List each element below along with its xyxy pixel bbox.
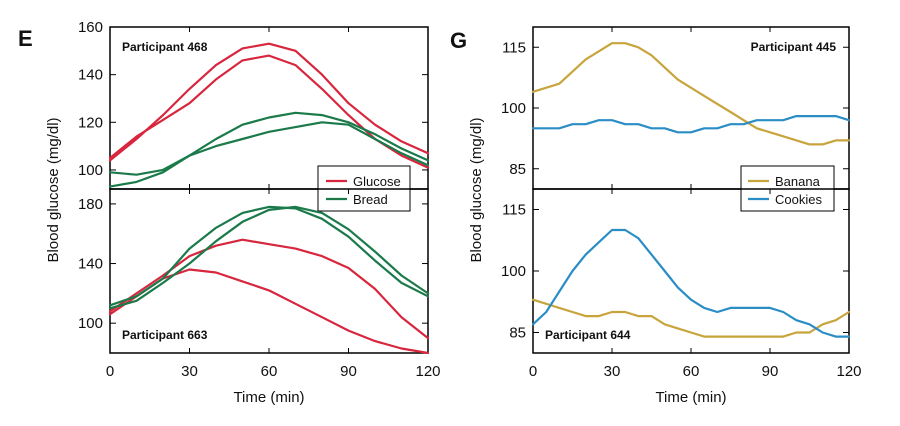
panel-letter-g: G xyxy=(450,28,467,53)
panel-g-bottom-subplot: 85 100 115 Participant 644 xyxy=(501,188,851,354)
xtick-label-0: 0 xyxy=(106,363,114,380)
series-banana-1 xyxy=(531,298,851,338)
participant-445-label: Participant 445 xyxy=(751,40,837,54)
panel-g-bottom-series xyxy=(531,228,851,338)
series-cookies-2 xyxy=(531,228,851,338)
xtick-label-30: 30 xyxy=(604,363,621,380)
ytick-label-120: 120 xyxy=(78,114,103,131)
ytick-label-100: 100 xyxy=(501,263,526,280)
panel-letter-e: E xyxy=(18,26,33,51)
ytick-label-100: 100 xyxy=(78,162,103,179)
legend-bread-label: Bread xyxy=(353,192,388,207)
ytick-label-180: 180 xyxy=(78,196,103,213)
panel-g-xlabel: Time (min) xyxy=(655,389,726,406)
series-bread-4 xyxy=(108,121,430,188)
ytick-label-85: 85 xyxy=(509,325,526,342)
series-banana-1 xyxy=(531,42,851,146)
series-bread-3 xyxy=(108,111,430,176)
panel-e-xlabel: Time (min) xyxy=(233,389,304,406)
legend-banana-label: Banana xyxy=(775,174,821,189)
xtick-label-90: 90 xyxy=(762,363,779,380)
panel-e-top-subplot: 100 120 140 160 Participant 468 Glucose Bre… xyxy=(78,19,430,212)
panel-e-bottom-series xyxy=(108,205,430,355)
legend-cookies-label: Cookies xyxy=(775,192,822,207)
ytick-label-115: 115 xyxy=(502,39,526,56)
panel-e: E Blood glucose (mg/dl) Time (min) 100 12… xyxy=(18,19,441,406)
panel-g-ylabel: Blood glucose (mg/dl) xyxy=(468,117,485,262)
xtick-label-60: 60 xyxy=(683,363,700,380)
xtick-label-0: 0 xyxy=(529,363,537,380)
series-glucose-2 xyxy=(108,54,430,169)
legend-glucose-label: Glucose xyxy=(353,174,401,189)
ytick-label-140: 140 xyxy=(78,67,103,84)
participant-644-label: Participant 644 xyxy=(545,328,631,342)
panel-g-xticks: 0 30 60 90 120 xyxy=(529,363,862,380)
panel-e-ylabel: Blood glucose (mg/dl) xyxy=(45,117,62,262)
panel-e-top-series xyxy=(108,42,430,188)
series-bread-3 xyxy=(108,205,430,307)
xtick-label-120: 120 xyxy=(415,363,440,380)
xtick-label-90: 90 xyxy=(340,363,357,380)
xtick-label-120: 120 xyxy=(836,363,861,380)
series-cookies-2 xyxy=(531,114,851,134)
ytick-label-115: 115 xyxy=(502,202,526,219)
xtick-label-60: 60 xyxy=(261,363,278,380)
ytick-label-160: 160 xyxy=(78,19,103,36)
panel-e-bottom-subplot: 100 140 180 Participant 663 xyxy=(78,188,430,355)
panel-e-xticks: 0 30 60 90 120 xyxy=(106,363,441,380)
xtick-label-30: 30 xyxy=(181,363,198,380)
panel-g-top-series xyxy=(531,42,851,146)
participant-468-label: Participant 468 xyxy=(122,40,208,54)
series-glucose-1 xyxy=(108,42,430,162)
participant-663-label: Participant 663 xyxy=(122,328,208,342)
ytick-label-100: 100 xyxy=(501,100,526,117)
series-glucose-1 xyxy=(108,238,430,340)
ytick-label-85: 85 xyxy=(509,161,526,178)
panel-g: G Blood glucose (mg/dl) Time (min) 85 100… xyxy=(450,26,862,406)
panel-e-bottom-yticks: 100 140 180 xyxy=(78,189,429,353)
panel-g-bottom-yticks: 85 100 115 xyxy=(501,189,850,353)
ytick-label-140: 140 xyxy=(78,256,103,273)
panel-g-top-subplot: 85 100 115 Participant 445 Banana Cookies xyxy=(501,26,851,212)
series-bread-4 xyxy=(108,205,430,310)
ytick-label-100: 100 xyxy=(78,315,103,332)
